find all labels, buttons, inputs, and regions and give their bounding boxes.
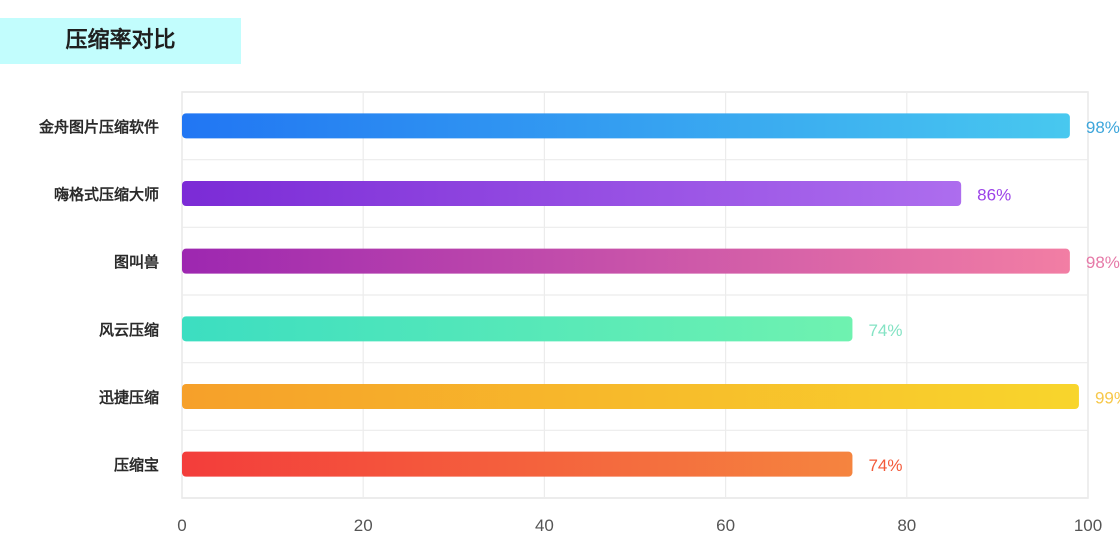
category-label: 压缩宝 <box>114 456 159 474</box>
bar <box>182 384 1079 409</box>
x-tick-label: 0 <box>177 516 186 535</box>
bar <box>182 451 853 477</box>
chart-title: 压缩率对比 <box>65 28 176 53</box>
bars: 98% 86% 98% 74% 99% 74% <box>182 113 1120 477</box>
x-axis-ticks: 0 20 40 60 80 100 <box>177 516 1102 535</box>
bar-value-label: 98% <box>1086 118 1120 137</box>
category-label: 风云压缩 <box>99 321 159 339</box>
bar-value-label: 98% <box>1086 253 1120 272</box>
x-tick-label: 80 <box>897 516 916 535</box>
bar-value-label: 74% <box>868 321 902 340</box>
category-label: 金舟图片压缩软件 <box>38 118 159 136</box>
bar-value-label: 74% <box>868 456 902 475</box>
category-label: 图叫兽 <box>114 253 159 271</box>
x-tick-label: 20 <box>354 516 373 535</box>
x-tick-label: 40 <box>535 516 554 535</box>
bar <box>182 181 962 206</box>
category-label: 嗨格式压缩大师 <box>54 186 159 204</box>
chart-title-banner: 压缩率对比 <box>0 18 241 64</box>
category-label: 迅捷压缩 <box>99 389 159 407</box>
bar-value-label: 86% <box>977 186 1011 205</box>
bar <box>182 248 1070 274</box>
grid <box>181 91 1089 499</box>
bar-value-label: 99% <box>1095 389 1120 408</box>
bar <box>182 316 853 342</box>
bar <box>182 113 1070 139</box>
x-tick-label: 100 <box>1074 516 1102 535</box>
x-tick-label: 60 <box>716 516 735 535</box>
